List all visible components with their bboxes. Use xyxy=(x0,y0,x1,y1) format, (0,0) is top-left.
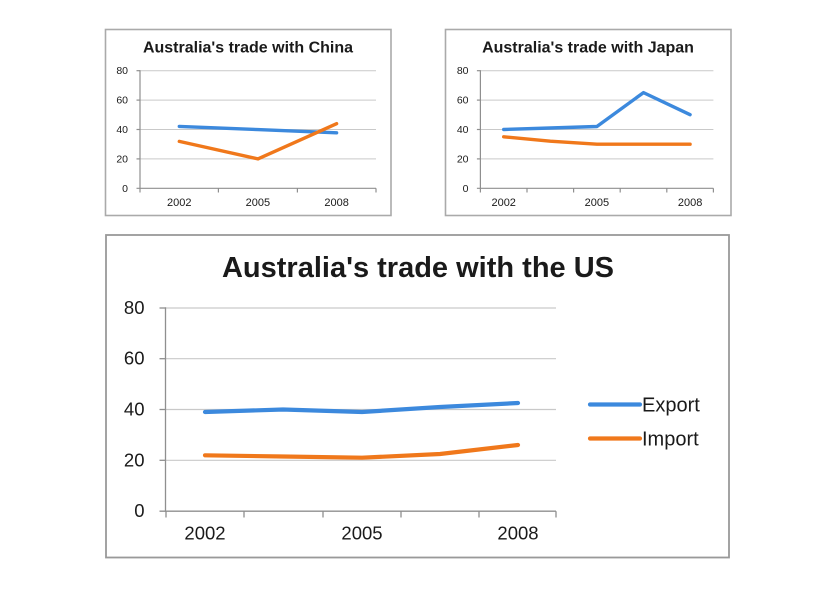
svg-text:2002: 2002 xyxy=(491,197,515,209)
svg-text:60: 60 xyxy=(124,348,145,369)
svg-text:2002: 2002 xyxy=(184,523,225,544)
svg-text:20: 20 xyxy=(124,449,145,470)
svg-text:40: 40 xyxy=(124,399,145,420)
svg-text:0: 0 xyxy=(122,183,128,195)
svg-text:80: 80 xyxy=(116,65,128,77)
svg-text:2008: 2008 xyxy=(497,523,538,544)
svg-text:2002: 2002 xyxy=(167,197,191,209)
svg-text:0: 0 xyxy=(134,500,144,521)
svg-text:20: 20 xyxy=(116,153,128,165)
svg-text:2005: 2005 xyxy=(246,197,270,209)
svg-text:80: 80 xyxy=(457,65,469,77)
svg-text:Australia's trade with the US: Australia's trade with the US xyxy=(222,252,614,284)
svg-text:0: 0 xyxy=(463,183,469,195)
svg-text:2005: 2005 xyxy=(341,523,382,544)
svg-text:40: 40 xyxy=(116,124,128,136)
svg-text:80: 80 xyxy=(124,297,145,318)
svg-text:2008: 2008 xyxy=(678,197,702,209)
svg-text:60: 60 xyxy=(116,95,128,107)
svg-text:Australia's trade with China: Australia's trade with China xyxy=(143,40,353,57)
svg-text:20: 20 xyxy=(457,153,469,165)
svg-text:2005: 2005 xyxy=(585,197,609,209)
svg-text:Australia's trade with Japan: Australia's trade with Japan xyxy=(482,40,694,57)
svg-text:Import: Import xyxy=(642,429,699,451)
svg-text:40: 40 xyxy=(457,124,469,136)
svg-text:60: 60 xyxy=(457,95,469,107)
svg-text:2008: 2008 xyxy=(324,197,348,209)
svg-text:Export: Export xyxy=(642,395,700,417)
